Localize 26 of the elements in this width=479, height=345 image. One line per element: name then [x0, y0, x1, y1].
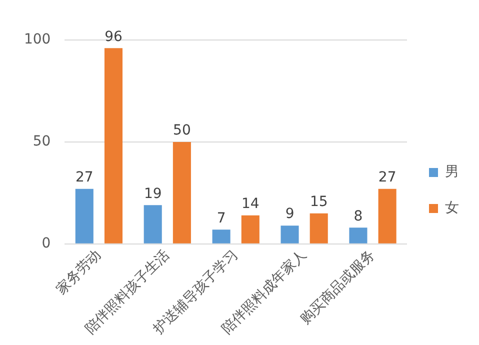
data-label: 27 — [378, 170, 396, 186]
bar — [172, 142, 191, 244]
legend-label: 男 — [445, 164, 459, 180]
y-tick-label: 0 — [42, 236, 51, 252]
data-label: 14 — [241, 196, 260, 212]
data-label: 96 — [104, 28, 122, 45]
bar — [280, 226, 299, 244]
bar — [310, 213, 328, 244]
bar — [241, 215, 260, 244]
bar — [75, 188, 94, 244]
bar — [378, 188, 396, 244]
data-label: 27 — [75, 170, 94, 186]
bar — [212, 230, 230, 244]
data-label: 50 — [173, 122, 191, 139]
data-label: 8 — [354, 208, 363, 224]
bar — [144, 205, 162, 244]
y-tick-label: 50 — [32, 134, 51, 150]
x-tick-label: 家务劳动 — [53, 246, 104, 298]
y-tick-label: 100 — [24, 32, 51, 48]
data-label: 15 — [310, 194, 328, 210]
data-label: 7 — [216, 210, 226, 226]
bar — [104, 48, 123, 244]
data-label: 9 — [285, 206, 294, 222]
bar — [349, 228, 368, 244]
data-label: 19 — [144, 186, 162, 202]
legend-label: 女 — [445, 200, 459, 216]
